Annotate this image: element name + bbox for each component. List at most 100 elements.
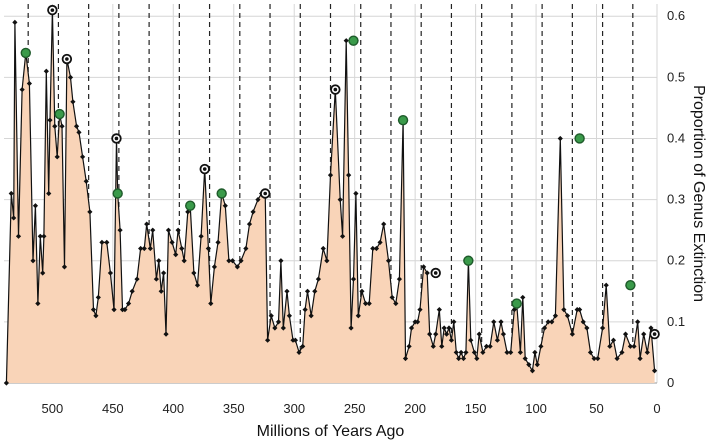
data-point: [292, 337, 299, 343]
highlight-green-point: [112, 188, 123, 199]
data-point: [393, 300, 399, 307]
data-point: [26, 80, 32, 87]
highlight-green-point: [574, 133, 585, 144]
data-point: [80, 154, 86, 160]
highlight-ring-center: [202, 167, 207, 171]
data-point: [296, 349, 302, 356]
data-point: [443, 331, 450, 337]
data-point: [526, 362, 532, 368]
data-point: [491, 319, 497, 325]
x-tick-label: 350: [223, 401, 245, 416]
data-point: [222, 203, 228, 209]
data-point: [599, 325, 606, 331]
data-point: [362, 300, 369, 307]
data-point: [508, 349, 514, 356]
data-point: [111, 307, 117, 313]
data-point: [402, 355, 409, 362]
data-point: [511, 307, 517, 313]
highlight-green-inner: [349, 36, 358, 45]
highlight-green-inner: [575, 134, 584, 143]
data-point: [35, 300, 41, 307]
data-point: [286, 313, 292, 319]
data-point: [320, 245, 326, 252]
data-point: [327, 172, 334, 178]
data-point: [396, 276, 403, 282]
highlight-ring-point: [199, 163, 210, 175]
data-point: [8, 190, 14, 197]
data-point: [67, 74, 74, 80]
data-point: [61, 264, 68, 270]
data-point: [156, 258, 162, 264]
data-point: [622, 331, 629, 337]
data-point: [517, 349, 523, 356]
data-point: [198, 233, 204, 239]
highlight-green-point: [20, 47, 31, 59]
data-point: [385, 258, 392, 264]
data-point: [12, 19, 18, 25]
y-tick-label: 0.2: [667, 253, 685, 268]
data-point: [610, 337, 617, 343]
data-point: [46, 190, 52, 197]
data-point: [389, 294, 395, 301]
y-tick-label: 0.6: [667, 8, 685, 23]
data-point: [52, 123, 58, 129]
highlight-green-inner: [399, 116, 407, 124]
data-point: [243, 245, 249, 252]
data-point: [312, 288, 318, 294]
data-point: [37, 233, 43, 239]
data-point: [226, 258, 232, 264]
data-point: [70, 99, 76, 105]
x-axis-title: Millions of Years Ago: [257, 423, 405, 440]
data-point: [144, 221, 150, 227]
data-point: [377, 239, 383, 246]
data-point: [129, 288, 135, 294]
data-point: [635, 319, 641, 325]
data-point: [476, 331, 482, 337]
data-point: [619, 349, 625, 356]
x-tick-label: 500: [42, 401, 64, 416]
data-point: [353, 190, 359, 197]
data-point: [302, 307, 308, 313]
data-point: [529, 368, 536, 374]
highlight-ring-center: [333, 87, 338, 92]
data-point: [324, 258, 330, 264]
data-point: [47, 117, 53, 123]
data-point: [522, 355, 528, 362]
data-point: [441, 325, 447, 331]
data-point: [520, 294, 526, 301]
y-axis-title: Proportion of Genus Extinction: [690, 85, 707, 302]
data-point: [208, 300, 214, 307]
data-point: [250, 209, 256, 215]
data-point: [468, 337, 474, 343]
data-point: [651, 368, 658, 374]
highlight-green-inner: [464, 256, 473, 265]
data-point: [483, 343, 490, 349]
data-point: [460, 355, 467, 362]
data-point: [161, 270, 167, 276]
data-point: [545, 319, 551, 325]
data-point: [641, 331, 647, 337]
data-point: [284, 288, 290, 294]
data-point: [584, 325, 590, 331]
highlight-green-point: [511, 298, 522, 309]
data-point: [631, 343, 637, 349]
data-point: [246, 221, 253, 227]
data-point: [439, 343, 445, 349]
data-point: [175, 227, 181, 233]
data-point: [138, 245, 144, 252]
data-point: [532, 349, 538, 356]
y-tick-label: 0.1: [667, 314, 685, 329]
y-tick-label: 0.3: [667, 192, 685, 207]
data-point: [451, 319, 457, 325]
data-point: [280, 325, 286, 331]
data-point: [644, 349, 650, 356]
data-point: [181, 258, 187, 264]
highlight-ring-point: [61, 53, 73, 65]
data-point: [569, 331, 575, 337]
data-point: [564, 313, 571, 319]
data-point: [278, 258, 284, 264]
data-point: [627, 343, 633, 349]
data-point: [541, 325, 548, 331]
data-point: [350, 276, 357, 282]
data-point: [117, 227, 123, 233]
